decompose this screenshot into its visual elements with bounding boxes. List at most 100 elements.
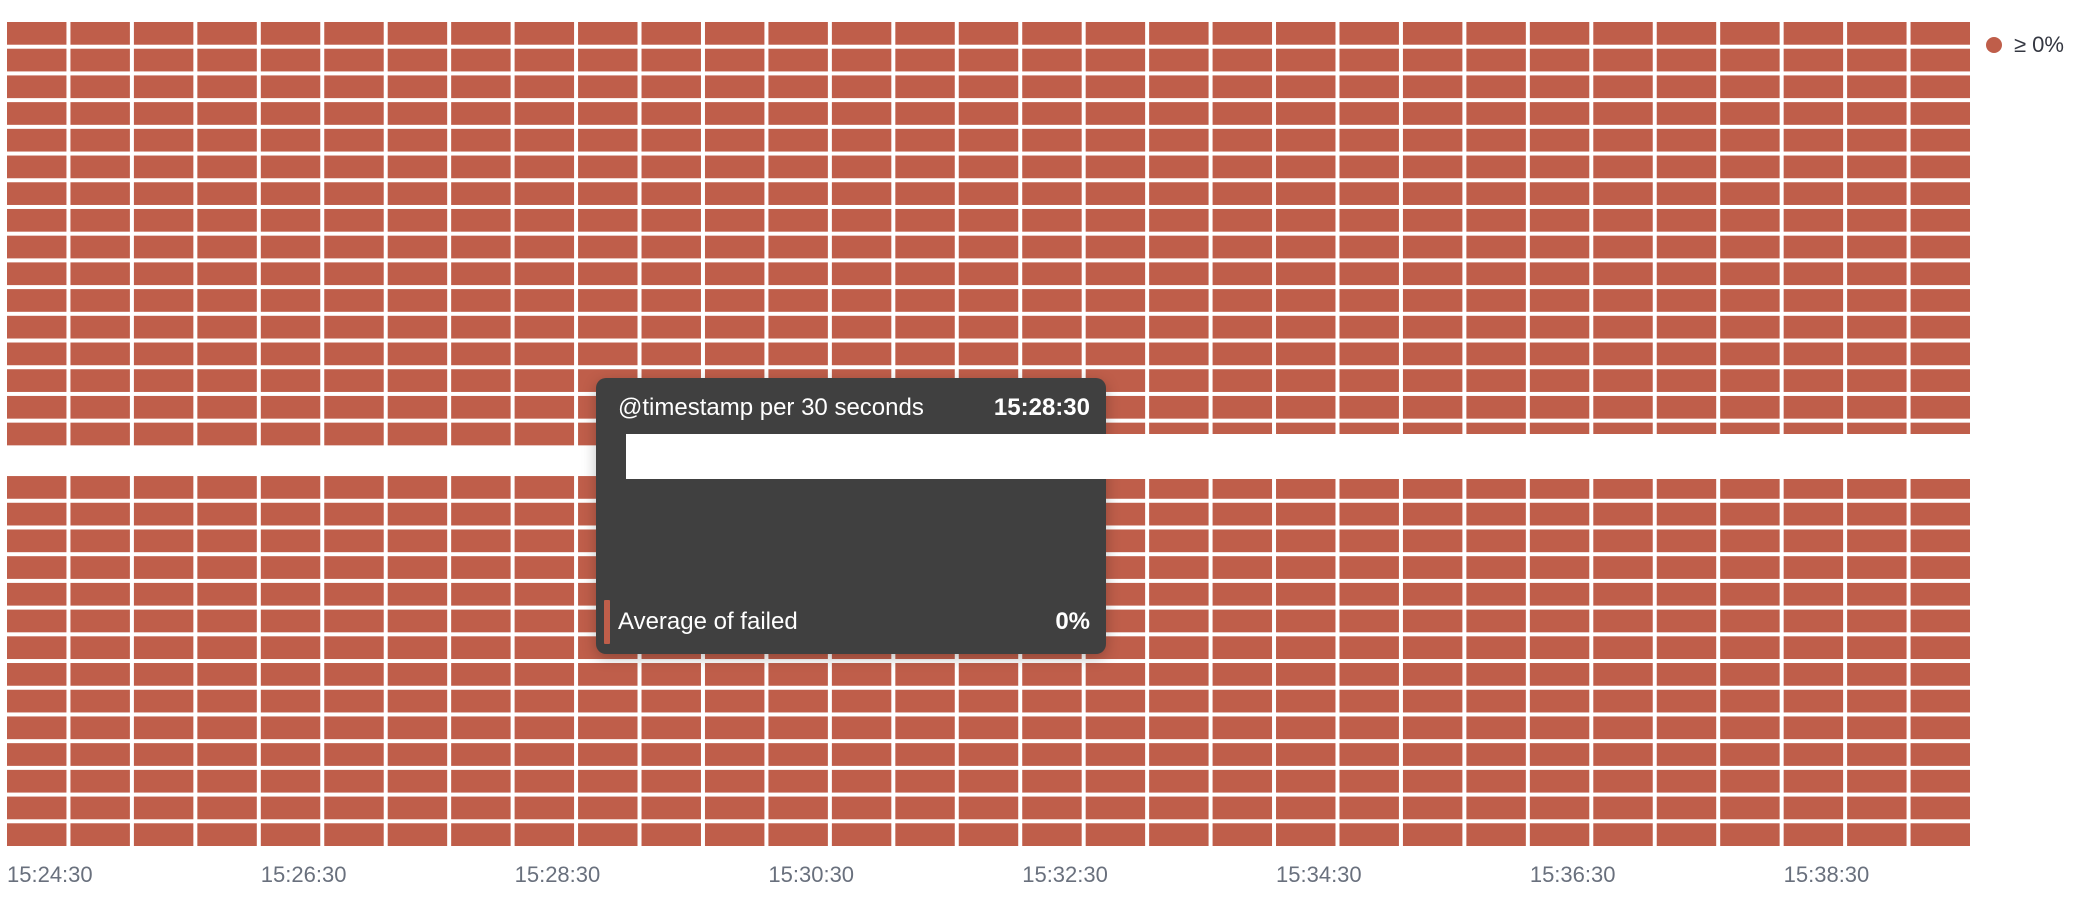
heatmap-cell[interactable] (578, 102, 638, 125)
heatmap-cell[interactable] (514, 769, 575, 793)
heatmap-cell[interactable] (958, 689, 1019, 713)
heatmap-cell[interactable] (1656, 502, 1717, 526)
heatmap-cell[interactable] (1847, 102, 1907, 125)
heatmap-cell[interactable] (1149, 636, 1209, 660)
heatmap-cell[interactable] (768, 48, 828, 72)
heatmap-cell[interactable] (7, 342, 67, 366)
heatmap-cell[interactable] (197, 75, 257, 99)
heatmap-cell[interactable] (7, 529, 67, 553)
heatmap-cell[interactable] (704, 75, 765, 99)
heatmap-cell[interactable] (133, 582, 194, 606)
heatmap-cell[interactable] (704, 716, 765, 740)
heatmap-cell[interactable] (1910, 716, 1970, 740)
heatmap-cell[interactable] (704, 823, 765, 846)
heatmap-cell[interactable] (451, 128, 511, 152)
heatmap-cell[interactable] (1720, 315, 1780, 339)
heatmap-cell[interactable] (1910, 609, 1970, 633)
heatmap-cell[interactable] (1529, 529, 1590, 553)
heatmap-cell[interactable] (895, 182, 955, 205)
heatmap-cell[interactable] (1783, 689, 1844, 713)
heatmap-cell[interactable] (1276, 663, 1336, 686)
heatmap-cell[interactable] (1339, 582, 1399, 606)
heatmap-cell[interactable] (958, 208, 1019, 232)
heatmap-cell[interactable] (1212, 609, 1273, 633)
heatmap-cell[interactable] (197, 395, 257, 419)
heatmap-cell[interactable] (133, 182, 194, 205)
heatmap-cell[interactable] (1466, 476, 1526, 499)
heatmap-cell[interactable] (1720, 155, 1780, 179)
heatmap-cell[interactable] (1339, 208, 1399, 232)
heatmap-cell[interactable] (7, 609, 67, 633)
heatmap-cell[interactable] (1149, 609, 1209, 633)
heatmap-cell[interactable] (1593, 502, 1653, 526)
heatmap-cell[interactable] (1720, 208, 1780, 232)
heatmap-cell[interactable] (1212, 796, 1273, 820)
heatmap-cell[interactable] (1085, 743, 1146, 766)
heatmap-cell[interactable] (514, 128, 575, 152)
heatmap-cell[interactable] (324, 262, 384, 286)
heatmap-cell[interactable] (1593, 262, 1653, 286)
heatmap-cell[interactable] (1656, 369, 1717, 392)
heatmap-cell[interactable] (1339, 22, 1399, 45)
heatmap-cell[interactable] (831, 289, 892, 312)
heatmap-cell[interactable] (451, 155, 511, 179)
heatmap-cell[interactable] (831, 716, 892, 740)
heatmap-cell[interactable] (1466, 235, 1526, 259)
heatmap-cell[interactable] (1783, 716, 1844, 740)
heatmap-cell[interactable] (1593, 128, 1653, 152)
heatmap-cell[interactable] (70, 823, 130, 846)
heatmap-cell[interactable] (831, 689, 892, 713)
heatmap-cell[interactable] (1466, 262, 1526, 286)
heatmap-cell[interactable] (1910, 369, 1970, 392)
heatmap-cell[interactable] (1276, 315, 1336, 339)
heatmap-cell[interactable] (1402, 75, 1463, 99)
heatmap-cell[interactable] (1276, 235, 1336, 259)
heatmap-cell[interactable] (1149, 315, 1209, 339)
heatmap-cell[interactable] (324, 609, 384, 633)
heatmap-cell[interactable] (70, 769, 130, 793)
heatmap-cell[interactable] (451, 182, 511, 205)
heatmap-cell[interactable] (7, 796, 67, 820)
heatmap-cell[interactable] (1402, 128, 1463, 152)
heatmap-cell[interactable] (387, 769, 448, 793)
heatmap-cell[interactable] (7, 582, 67, 606)
heatmap-cell[interactable] (1402, 476, 1463, 499)
heatmap-cell[interactable] (768, 262, 828, 286)
heatmap-cell[interactable] (1149, 48, 1209, 72)
heatmap-cell[interactable] (1593, 75, 1653, 99)
heatmap-cell[interactable] (831, 128, 892, 152)
heatmap-cell[interactable] (1339, 716, 1399, 740)
heatmap-cell[interactable] (133, 716, 194, 740)
heatmap-cell[interactable] (133, 823, 194, 846)
heatmap-cell[interactable] (1085, 289, 1146, 312)
heatmap-cell[interactable] (387, 823, 448, 846)
heatmap-cell[interactable] (324, 796, 384, 820)
heatmap-cell[interactable] (1276, 262, 1336, 286)
heatmap-cell[interactable] (958, 155, 1019, 179)
heatmap-cell[interactable] (260, 235, 321, 259)
heatmap-cell[interactable] (1276, 556, 1336, 579)
heatmap-cell[interactable] (514, 529, 575, 553)
heatmap-cell[interactable] (1022, 743, 1082, 766)
heatmap-cell[interactable] (133, 22, 194, 45)
heatmap-cell[interactable] (704, 48, 765, 72)
heatmap-cell[interactable] (578, 75, 638, 99)
heatmap-cell[interactable] (1847, 235, 1907, 259)
heatmap-cell[interactable] (324, 689, 384, 713)
heatmap-cell[interactable] (1783, 556, 1844, 579)
heatmap-cell[interactable] (260, 609, 321, 633)
heatmap-cell[interactable] (1656, 663, 1717, 686)
heatmap-cell[interactable] (1783, 48, 1844, 72)
heatmap-cell[interactable] (1022, 208, 1082, 232)
heatmap-cell[interactable] (514, 315, 575, 339)
heatmap-cell[interactable] (1149, 769, 1209, 793)
heatmap-cell[interactable] (1276, 582, 1336, 606)
heatmap-cell[interactable] (1847, 208, 1907, 232)
heatmap-cell[interactable] (1910, 155, 1970, 179)
heatmap-cell[interactable] (1656, 342, 1717, 366)
heatmap-cell[interactable] (578, 689, 638, 713)
heatmap-cell[interactable] (1149, 743, 1209, 766)
heatmap-cell[interactable] (831, 663, 892, 686)
heatmap-cell[interactable] (1085, 796, 1146, 820)
heatmap-cell[interactable] (768, 716, 828, 740)
